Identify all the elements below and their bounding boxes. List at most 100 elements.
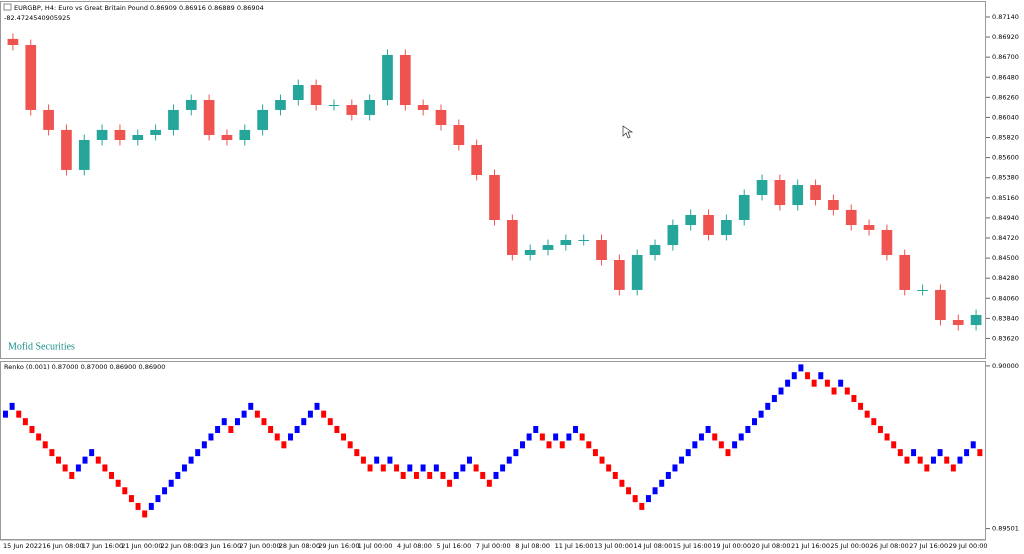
candle-body — [828, 200, 839, 210]
renko-brick — [327, 418, 333, 426]
x-tick-label: 7 Jul 00:00 — [476, 542, 511, 550]
candle-body — [578, 240, 590, 242]
renko-brick — [632, 495, 638, 503]
x-tick-label: 22 Jun 08:00 — [161, 542, 202, 550]
renko-brick — [705, 425, 711, 433]
renko-brick — [195, 449, 201, 457]
renko-brick — [838, 379, 844, 387]
renko-brick — [771, 395, 777, 403]
candle-body — [310, 85, 322, 106]
renko-brick — [135, 502, 141, 510]
y-tick-label: 0.86920 — [992, 33, 1019, 41]
renko-brick — [420, 464, 426, 472]
renko-brick — [394, 464, 400, 472]
renko-brick — [500, 464, 506, 472]
candle-body — [453, 125, 465, 146]
x-tick-label: 27 Jul 16:00 — [909, 542, 948, 550]
renko-brick — [29, 425, 35, 433]
renko-brick — [844, 387, 850, 395]
y-tick-label: 0.84280 — [992, 274, 1019, 282]
renko-brick — [917, 456, 923, 464]
y-tick-label: 0.83620 — [992, 334, 1019, 342]
y-tick-label: 0.84500 — [992, 254, 1019, 262]
renko-brick — [599, 456, 605, 464]
candle-body — [631, 254, 643, 290]
renko-brick — [619, 479, 625, 487]
candle-body — [7, 38, 19, 46]
renko-brick — [964, 449, 970, 457]
candle-body — [917, 289, 928, 291]
renko-brick — [612, 471, 618, 479]
candle-body — [96, 129, 108, 140]
renko-brick — [294, 425, 300, 433]
x-tick-label: 20 Jul 08:00 — [752, 542, 791, 550]
renko-brick — [307, 410, 313, 418]
renko-brick — [745, 425, 751, 433]
renko-brick — [851, 395, 857, 403]
renko-brick — [566, 433, 572, 441]
y-tick-label: 0.83840 — [992, 314, 1019, 322]
renko-brick — [221, 418, 227, 426]
y-tick-label: 0.84940 — [992, 214, 1019, 222]
renko-brick — [274, 433, 280, 441]
y-tick-label: 0.84060 — [992, 294, 1019, 302]
renko-brick — [109, 471, 115, 479]
renko-brick — [924, 464, 930, 472]
renko-brick — [433, 464, 439, 472]
candle-body — [970, 314, 982, 326]
candle-body — [275, 99, 286, 110]
renko-brick — [228, 425, 234, 433]
renko-brick — [341, 433, 347, 441]
candle-body — [382, 54, 393, 100]
renko-brick — [148, 502, 154, 510]
candle-body — [649, 245, 661, 255]
renko-brick — [520, 441, 525, 449]
renko-brick — [36, 433, 42, 441]
renko-brick — [626, 487, 632, 495]
renko-brick — [950, 464, 956, 472]
candle-body — [435, 109, 447, 126]
x-tick-label: 19 Jul 00:00 — [712, 542, 751, 550]
x-tick-label: 29 Jun 16:00 — [318, 542, 359, 550]
y-tick-label: 0.87140 — [992, 13, 1019, 21]
renko-brick — [360, 456, 366, 464]
renko-brick — [208, 433, 214, 441]
y-tick-label: 0.85600 — [992, 154, 1019, 162]
candle-body — [952, 320, 964, 326]
x-tick-label: 4 Jul 08:00 — [397, 542, 432, 550]
candle-body — [489, 174, 500, 221]
candle-body — [417, 105, 429, 110]
renko-brick — [102, 464, 108, 472]
renko-brick — [652, 487, 658, 495]
renko-brick — [765, 402, 771, 410]
renko-brick — [215, 425, 221, 433]
candle-body — [899, 254, 911, 290]
renko-brick — [142, 510, 148, 518]
renko-brick — [486, 479, 492, 487]
candle-body — [810, 185, 821, 201]
renko-brick — [864, 410, 870, 418]
renko-brick — [473, 464, 479, 472]
renko-brick — [175, 471, 181, 479]
candle-body — [399, 54, 411, 106]
renko-brick — [546, 441, 552, 449]
renko-brick — [321, 410, 327, 418]
renko-brick — [639, 502, 645, 510]
renko-brick — [56, 456, 61, 464]
renko-brick — [453, 471, 459, 479]
renko-brick — [334, 425, 340, 433]
candle-body — [614, 260, 625, 290]
renko-brick — [573, 425, 579, 433]
candle-body — [25, 45, 37, 110]
x-tick-label: 21 Jul 16:00 — [791, 542, 830, 550]
renko-brick — [9, 402, 15, 410]
renko-brick — [586, 441, 592, 449]
candle-body — [168, 109, 179, 130]
renko-brick — [82, 456, 88, 464]
candle-body — [863, 225, 875, 230]
candle-body — [221, 134, 233, 140]
x-tick-label: 11 Jul 16:00 — [555, 542, 594, 550]
renko-brick — [579, 433, 585, 441]
